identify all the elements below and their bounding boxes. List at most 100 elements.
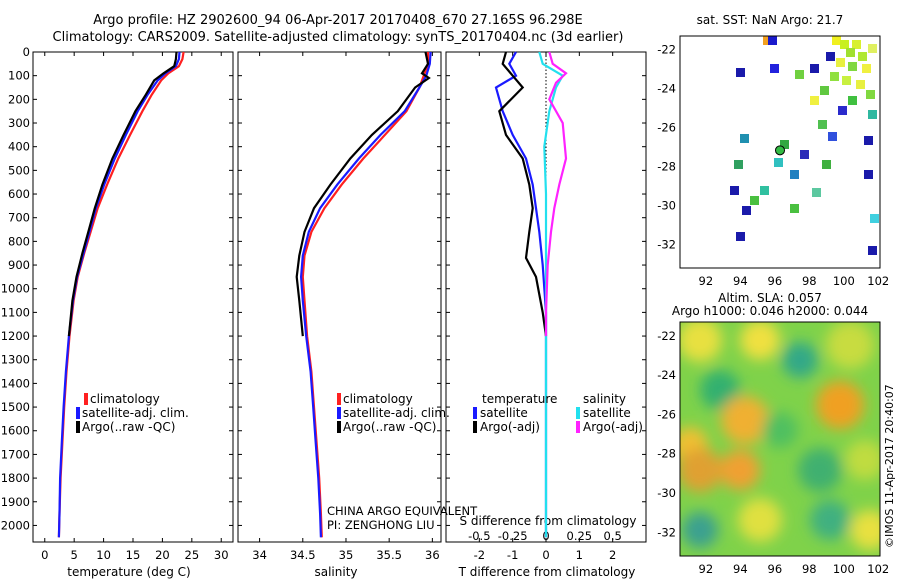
y-tick-label: 300 <box>8 116 30 130</box>
x-tick-label: 34.5 <box>290 548 316 562</box>
imos-credit: ©IMOS 11-Apr-2017 20:40:07 <box>883 384 896 548</box>
y-tick-label: 500 <box>8 163 30 177</box>
sla-blob <box>826 322 874 369</box>
y-tick-label: 1000 <box>1 282 30 296</box>
x-tick-label-salinity: -0.25 <box>498 529 528 543</box>
sst-map <box>679 35 881 269</box>
y-tick-label: 600 <box>8 187 30 201</box>
y-tick-label: 700 <box>8 211 30 225</box>
sst-cell <box>770 64 779 73</box>
salinity-panel <box>237 51 442 543</box>
sst-cell <box>812 188 821 197</box>
y-tick-label: 1700 <box>1 447 30 461</box>
x-tick-label: -2 <box>474 548 485 562</box>
sla-blob <box>845 440 880 480</box>
x-tick-label: 34 <box>252 548 267 562</box>
legend-label-s-satellite: satellite <box>583 406 631 420</box>
x-tick-label: 5 <box>71 548 78 562</box>
legend-header-salinity: salinity <box>583 392 626 406</box>
y-tick-label: 1800 <box>1 471 30 485</box>
x-tick-label: 2 <box>609 548 616 562</box>
sst-cell <box>838 106 847 115</box>
x-tick-label: 30 <box>214 548 229 562</box>
sst-cell <box>864 136 873 145</box>
legend-swatch-s-satellite <box>576 407 580 419</box>
sla-map-title: Altim. SLA: 0.057 <box>718 291 822 305</box>
y-tick-label: 1200 <box>1 329 30 343</box>
header-line1: Argo profile: HZ 2902600_94 06-Apr-2017 … <box>93 13 583 28</box>
x-tick-label: -1 <box>507 548 518 562</box>
series-line-black <box>498 51 548 337</box>
sst-cell <box>790 170 799 179</box>
sst-cell <box>818 120 827 129</box>
sst-cell <box>868 110 877 119</box>
x-tick-label-salinity: -0.5 <box>468 529 490 543</box>
pi-note-line1: CHINA ARGO EQUIVALENT <box>327 504 478 518</box>
x-tick-label: 10 <box>96 548 111 562</box>
map-y-tick-label: -32 <box>657 238 676 252</box>
map-x-tick-label: 96 <box>768 562 783 576</box>
sla-blob <box>721 396 769 444</box>
sla-blob <box>738 498 782 542</box>
map-y-tick-label: -22 <box>657 329 676 343</box>
sst-cell <box>868 44 877 53</box>
sst-cell <box>822 160 831 169</box>
sst-cell <box>842 76 851 85</box>
map-y-tick-label: -22 <box>657 43 676 57</box>
sla-blob <box>720 450 760 490</box>
series-line-blue <box>299 51 432 538</box>
legend-label-t-satellite: satellite <box>480 406 528 420</box>
difference-legend: temperature salinity satellite Argo(-adj… <box>473 392 643 434</box>
sla-map-frame <box>679 321 881 557</box>
y-tick-label: 800 <box>8 234 30 248</box>
series-line-cyan <box>538 51 565 538</box>
sst-cell <box>740 134 749 143</box>
sla-map-subtitle: Argo h1000: 0.046 h2000: 0.044 <box>672 304 868 318</box>
legend-swatch-t-argo <box>473 421 477 433</box>
sst-cell <box>750 196 759 205</box>
legend-swatch-s-argo <box>576 421 580 433</box>
map-y-tick-label: -30 <box>657 199 676 213</box>
x-tick-label: 25 <box>185 548 200 562</box>
sst-cell <box>736 232 745 241</box>
sla-blob <box>816 381 864 429</box>
difference-xlabel2: S difference from climatology <box>460 514 637 528</box>
sst-cell <box>856 80 865 89</box>
map-y-tick-label: -26 <box>657 121 676 135</box>
map-x-tick-label: 100 <box>833 562 855 576</box>
sla-blob <box>680 448 722 492</box>
sla-blob <box>798 448 842 492</box>
legend-swatch-climatology <box>84 393 88 405</box>
y-tick-label: 1400 <box>1 376 30 390</box>
x-tick-label: 35.5 <box>376 548 402 562</box>
legend-swatch-t-satellite <box>473 407 477 419</box>
x-tick-label: 36 <box>425 548 440 562</box>
legend-label-climatology: climatology <box>90 392 160 406</box>
legend-swatch-satellite <box>76 407 80 419</box>
x-tick-label-salinity: 0.5 <box>604 529 622 543</box>
sst-cell <box>846 48 855 57</box>
x-tick-label: 0 <box>542 548 549 562</box>
sst-cell <box>820 86 829 95</box>
map-y-tick-label: -26 <box>657 407 676 421</box>
legend-label-satellite: satellite-adj. clim. <box>82 406 189 420</box>
sst-cell <box>848 96 857 105</box>
sst-cells <box>730 36 879 255</box>
series-line-red <box>301 52 430 538</box>
sst-cell <box>830 72 839 81</box>
sla-blob <box>762 412 798 448</box>
sst-cell <box>870 214 879 223</box>
map-x-tick-label: 96 <box>768 274 783 288</box>
legend-swatch-argo <box>76 421 80 433</box>
sst-cell <box>795 70 804 79</box>
sst-cell <box>826 52 835 61</box>
sst-cell <box>852 40 861 49</box>
sst-cell <box>774 158 783 167</box>
sst-cell <box>810 96 819 105</box>
sst-cell <box>734 160 743 169</box>
y-tick-label: 900 <box>8 258 30 272</box>
sla-blob <box>740 322 780 360</box>
sst-cell <box>866 90 875 99</box>
salinity-xlabel: salinity <box>314 565 357 579</box>
